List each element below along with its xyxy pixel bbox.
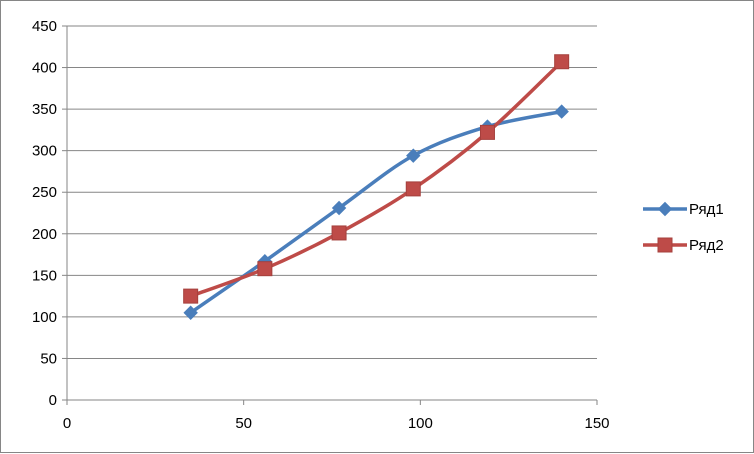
y-tick-label: 0 <box>49 392 57 409</box>
legend: Ряд1 Ряд2 <box>643 201 724 254</box>
y-tick-label: 100 <box>32 309 57 326</box>
y-tick-label: 250 <box>32 184 57 201</box>
legend-label: Ряд2 <box>689 237 724 254</box>
legend-label: Ряд1 <box>689 201 724 218</box>
y-tick-label: 350 <box>32 101 57 118</box>
y-tick-label: 450 <box>32 18 57 35</box>
series-2-point-5 <box>554 54 570 70</box>
series-2-point-2 <box>331 225 347 241</box>
gridlines <box>67 25 597 359</box>
series-2-point-3 <box>405 181 421 197</box>
x-tick-label: 150 <box>584 415 609 432</box>
x-tick-label: 50 <box>235 415 252 432</box>
series-2-point-1 <box>257 261 273 277</box>
axes <box>62 25 598 405</box>
series-1-point-0 <box>183 305 198 320</box>
series-1-point-3 <box>406 148 421 163</box>
series-2-point-0 <box>183 288 199 304</box>
legend-item-1: Ряд1 <box>643 201 724 218</box>
y-tick-label: 200 <box>32 226 57 243</box>
series-1-point-5 <box>554 104 569 119</box>
legend-item-2: Ряд2 <box>643 237 724 254</box>
x-tick-label: 100 <box>408 415 433 432</box>
series-2-point-4 <box>479 124 495 140</box>
x-tick-label: 0 <box>63 415 71 432</box>
legend-swatch-marker <box>657 237 673 253</box>
series-1-point-2 <box>331 200 347 216</box>
y-tick-label: 150 <box>32 267 57 284</box>
y-tick-label: 400 <box>32 60 57 77</box>
series <box>183 54 570 320</box>
y-tick-label: 300 <box>32 143 57 160</box>
y-tick-label: 50 <box>40 350 57 367</box>
tick-labels: 0 50 100 150 200 250 300 350 400 450 0 50 100 150 <box>32 18 610 432</box>
legend-swatch-marker <box>657 201 673 217</box>
series-2 <box>183 54 570 304</box>
